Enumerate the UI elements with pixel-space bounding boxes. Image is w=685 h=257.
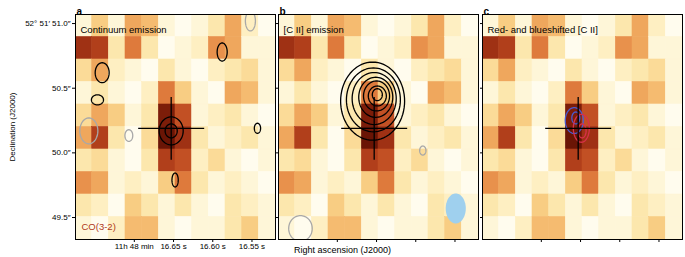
svg-text:16.65 s: 16.65 s bbox=[160, 242, 186, 251]
svg-text:Declination (J2000): Declination (J2000) bbox=[8, 92, 17, 161]
svg-text:Red- and blueshifted [C II]: Red- and blueshifted [C II] bbox=[488, 24, 598, 35]
svg-text:c: c bbox=[484, 6, 490, 17]
svg-text:16.60 s: 16.60 s bbox=[200, 242, 226, 251]
svg-text:[C II] emission: [C II] emission bbox=[284, 24, 344, 35]
svg-text:16.55 s: 16.55 s bbox=[239, 242, 265, 251]
svg-text:52° 51′ 51.0″: 52° 51′ 51.0″ bbox=[25, 19, 71, 28]
html-text:Right ascension (J2000): Right ascension (J2000) bbox=[294, 245, 391, 255]
svg-text:11h 48 min: 11h 48 min bbox=[115, 242, 154, 251]
svg-text:b: b bbox=[280, 6, 286, 17]
svg-text:Continuum emission: Continuum emission bbox=[81, 24, 167, 35]
svg-text:49.5″: 49.5″ bbox=[52, 213, 71, 222]
svg-text:a: a bbox=[77, 6, 83, 17]
svg-text:50.0″: 50.0″ bbox=[52, 148, 71, 157]
svg-text:CO(3-2): CO(3-2) bbox=[82, 221, 116, 232]
svg-text:50.5″: 50.5″ bbox=[52, 84, 71, 93]
